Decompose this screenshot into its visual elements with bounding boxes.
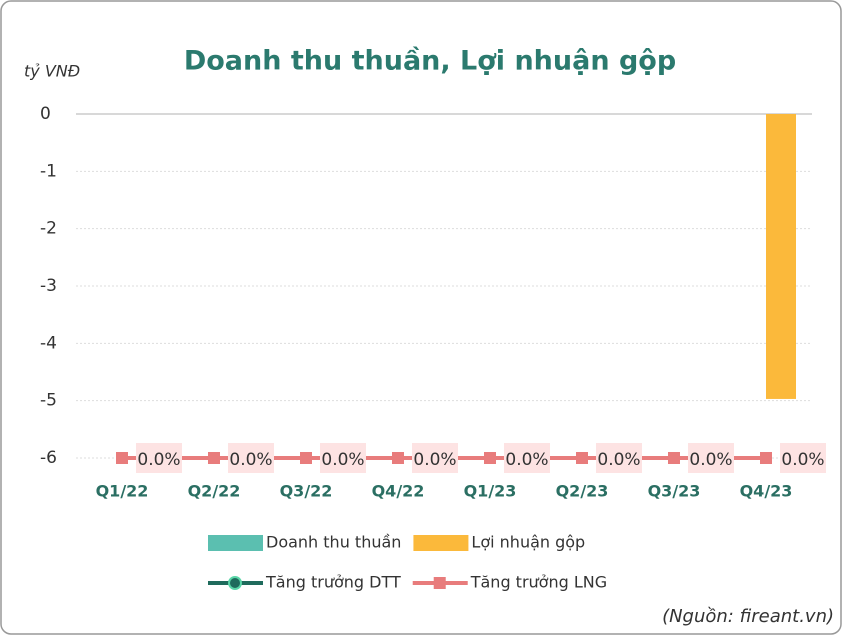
legend-swatch [208, 535, 263, 551]
marker [116, 452, 128, 464]
data-label-bg [136, 443, 182, 473]
data-label: 0.0% [689, 450, 732, 470]
marker [668, 452, 680, 464]
legend-label: Tăng trưởng LNG [470, 573, 607, 592]
legend-label: Doanh thu thuần [266, 533, 401, 552]
data-label: 0.0% [413, 450, 456, 470]
y-axis-label: tỷ VNĐ [24, 62, 80, 81]
y-tick-label: -5 [40, 391, 57, 411]
y-tick-label: 0 [40, 104, 51, 124]
y-tick-label: -6 [40, 448, 57, 468]
x-tick-label: Q3/23 [648, 482, 701, 501]
source: (Nguồn: fireant.vn) [662, 606, 834, 627]
x-tick-label: Q2/22 [188, 482, 241, 501]
marker [760, 452, 772, 464]
data-label-bg [320, 443, 366, 473]
data-label: 0.0% [505, 450, 548, 470]
legend-marker [228, 576, 242, 590]
y-tick-label: -4 [40, 333, 57, 353]
chart-title: Doanh thu thuần, Lợi nhuận gộp [184, 46, 676, 77]
x-tick-label: Q1/23 [464, 482, 517, 501]
data-label: 0.0% [597, 450, 640, 470]
x-tick-label: Q1/22 [96, 482, 149, 501]
data-label-bg [228, 443, 274, 473]
marker [208, 452, 220, 464]
x-tick-label: Q4/22 [372, 482, 425, 501]
marker [484, 452, 496, 464]
y-tick-label: -3 [40, 276, 57, 296]
data-label-bg [780, 443, 826, 473]
bar [766, 114, 796, 399]
legend-label: Tăng trưởng DTT [265, 573, 401, 592]
data-label: 0.0% [229, 450, 272, 470]
legend-swatch [413, 535, 469, 551]
marker [576, 452, 588, 464]
data-label: 0.0% [137, 450, 180, 470]
data-label-bg [412, 443, 458, 473]
y-tick-label: -1 [40, 161, 57, 181]
x-tick-label: Q3/22 [280, 482, 333, 501]
legend-marker [433, 577, 446, 589]
x-tick-label: Q4/23 [740, 482, 793, 501]
data-label-bg [688, 443, 734, 473]
x-tick-label: Q2/23 [556, 482, 609, 501]
data-label-bg [596, 443, 642, 473]
data-label: 0.0% [781, 450, 824, 470]
data-label-bg [504, 443, 550, 473]
legend-label: Lợi nhuận gộp [471, 533, 585, 552]
marker [392, 452, 404, 464]
data-label: 0.0% [321, 450, 364, 470]
marker [300, 452, 312, 464]
y-tick-label: -2 [40, 219, 57, 239]
